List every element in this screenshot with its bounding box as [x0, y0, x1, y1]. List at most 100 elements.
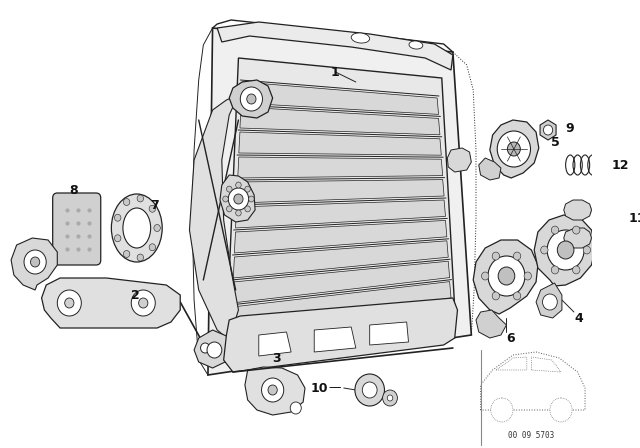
Polygon shape: [227, 58, 454, 340]
Polygon shape: [223, 298, 458, 372]
Polygon shape: [217, 22, 453, 70]
Polygon shape: [447, 148, 471, 172]
Circle shape: [612, 204, 623, 216]
Circle shape: [236, 182, 241, 188]
Polygon shape: [237, 180, 444, 203]
Circle shape: [227, 206, 232, 212]
Circle shape: [31, 257, 40, 267]
Text: 2: 2: [131, 289, 140, 302]
Text: 12: 12: [612, 159, 629, 172]
Circle shape: [541, 246, 548, 254]
Circle shape: [131, 290, 156, 316]
Polygon shape: [233, 241, 448, 278]
Circle shape: [551, 226, 559, 234]
Polygon shape: [370, 322, 408, 345]
Circle shape: [573, 266, 580, 274]
Ellipse shape: [409, 41, 423, 49]
Circle shape: [355, 374, 385, 406]
Circle shape: [524, 272, 531, 280]
Polygon shape: [189, 95, 239, 340]
Polygon shape: [42, 278, 180, 328]
Circle shape: [200, 343, 210, 353]
Circle shape: [508, 142, 520, 156]
Circle shape: [290, 402, 301, 414]
Circle shape: [573, 226, 580, 234]
Circle shape: [115, 235, 121, 242]
Circle shape: [139, 298, 148, 308]
Circle shape: [609, 232, 620, 244]
Circle shape: [207, 342, 222, 358]
Text: 6: 6: [506, 332, 515, 345]
Polygon shape: [490, 120, 539, 178]
Ellipse shape: [123, 208, 150, 248]
Polygon shape: [534, 215, 595, 286]
Circle shape: [228, 188, 248, 210]
Circle shape: [137, 254, 143, 261]
Polygon shape: [479, 158, 501, 180]
Text: 7: 7: [150, 198, 159, 211]
Circle shape: [551, 266, 559, 274]
Polygon shape: [240, 107, 440, 135]
Polygon shape: [229, 80, 273, 118]
Circle shape: [262, 378, 284, 402]
Circle shape: [65, 298, 74, 308]
Polygon shape: [234, 220, 447, 253]
Circle shape: [543, 294, 557, 310]
Polygon shape: [237, 157, 443, 178]
Text: 10: 10: [310, 382, 328, 395]
Circle shape: [268, 385, 277, 395]
Circle shape: [247, 94, 256, 104]
Text: 1: 1: [331, 65, 340, 78]
Circle shape: [227, 186, 232, 192]
Text: 3: 3: [273, 352, 281, 365]
Circle shape: [245, 186, 250, 192]
Text: 4: 4: [574, 311, 582, 324]
Circle shape: [149, 244, 156, 251]
Circle shape: [236, 210, 241, 216]
Polygon shape: [232, 261, 450, 303]
Polygon shape: [531, 357, 561, 372]
Circle shape: [492, 252, 500, 260]
Circle shape: [240, 87, 262, 111]
Circle shape: [223, 196, 228, 202]
Polygon shape: [245, 367, 305, 415]
Circle shape: [550, 398, 572, 422]
Circle shape: [234, 194, 243, 204]
Circle shape: [362, 382, 377, 398]
Circle shape: [583, 246, 591, 254]
Polygon shape: [259, 332, 291, 356]
Circle shape: [137, 195, 143, 202]
Polygon shape: [476, 310, 506, 338]
Text: —: —: [328, 382, 340, 395]
Polygon shape: [239, 132, 442, 155]
FancyBboxPatch shape: [52, 193, 100, 265]
Polygon shape: [564, 200, 591, 220]
Polygon shape: [536, 283, 562, 318]
Polygon shape: [481, 352, 585, 410]
Text: 9: 9: [566, 121, 574, 134]
Polygon shape: [236, 200, 445, 228]
Polygon shape: [314, 327, 356, 352]
Polygon shape: [231, 282, 451, 328]
Circle shape: [492, 292, 500, 300]
Ellipse shape: [351, 33, 370, 43]
Circle shape: [488, 256, 525, 296]
Circle shape: [498, 267, 515, 285]
Circle shape: [124, 198, 130, 206]
Polygon shape: [208, 28, 471, 375]
Circle shape: [481, 272, 489, 280]
Circle shape: [154, 224, 161, 232]
Text: 00 09 5703: 00 09 5703: [508, 431, 554, 440]
Circle shape: [513, 292, 521, 300]
Circle shape: [497, 131, 531, 167]
Circle shape: [513, 252, 521, 260]
Circle shape: [245, 206, 250, 212]
Circle shape: [491, 398, 513, 422]
Circle shape: [543, 125, 553, 135]
Circle shape: [547, 230, 584, 270]
Polygon shape: [241, 82, 438, 114]
Circle shape: [124, 250, 130, 258]
Ellipse shape: [111, 194, 162, 262]
Circle shape: [24, 250, 46, 274]
Circle shape: [149, 205, 156, 212]
